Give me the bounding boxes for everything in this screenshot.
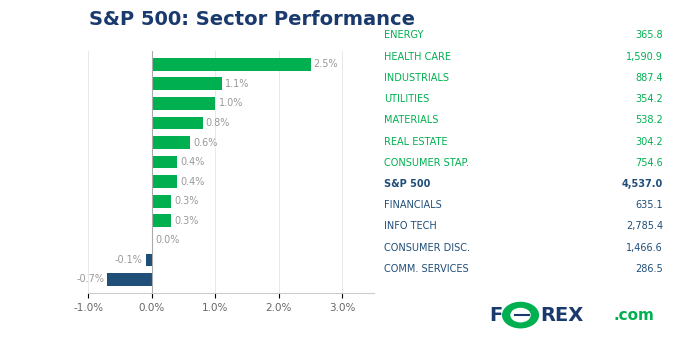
Text: 0.6%: 0.6% (193, 137, 218, 148)
Text: 538.2: 538.2 (635, 115, 663, 125)
Text: REAL ESTATE: REAL ESTATE (384, 136, 447, 147)
Text: 0.3%: 0.3% (174, 196, 199, 206)
Text: 1,466.6: 1,466.6 (626, 243, 663, 253)
Text: -0.7%: -0.7% (76, 275, 104, 284)
Bar (107, 273, 152, 286)
Bar (152, 78, 222, 90)
Bar (146, 253, 152, 266)
Text: 354.2: 354.2 (635, 94, 663, 104)
Text: 2.5%: 2.5% (313, 59, 339, 69)
Text: 1,590.9: 1,590.9 (626, 52, 663, 62)
Bar (152, 58, 311, 71)
Text: .com: .com (613, 308, 654, 323)
Text: 1.0%: 1.0% (218, 98, 243, 109)
Bar (152, 136, 190, 149)
Text: 754.6: 754.6 (635, 158, 663, 168)
Bar (152, 195, 171, 208)
Text: FINANCIALS: FINANCIALS (384, 200, 442, 210)
Ellipse shape (502, 302, 539, 329)
Text: 0.4%: 0.4% (180, 177, 205, 187)
Bar (152, 156, 177, 168)
Text: MATERIALS: MATERIALS (384, 115, 439, 125)
Text: 635.1: 635.1 (635, 200, 663, 210)
Text: INFO TECH: INFO TECH (384, 221, 437, 232)
Text: ENERGY: ENERGY (384, 30, 424, 40)
Text: S&P 500: S&P 500 (384, 179, 430, 189)
Text: CONSUMER DISC.: CONSUMER DISC. (384, 243, 470, 253)
Text: HEALTH CARE: HEALTH CARE (384, 52, 452, 62)
Text: 0.4%: 0.4% (180, 157, 205, 167)
Text: REX: REX (540, 306, 583, 325)
Text: 887.4: 887.4 (635, 73, 663, 83)
Text: -0.1%: -0.1% (114, 255, 142, 265)
Text: UTILITIES: UTILITIES (384, 94, 430, 104)
Text: CONSUMER STAP.: CONSUMER STAP. (384, 158, 469, 168)
Text: F: F (490, 306, 503, 325)
Text: 2,785.4: 2,785.4 (626, 221, 663, 232)
Bar (152, 214, 171, 227)
Bar (152, 117, 203, 129)
Text: 1.1%: 1.1% (225, 79, 250, 89)
Ellipse shape (510, 308, 531, 323)
Text: INDUSTRIALS: INDUSTRIALS (384, 73, 449, 83)
Bar (152, 175, 177, 188)
Text: 0.3%: 0.3% (174, 216, 199, 226)
Text: COMM. SERVICES: COMM. SERVICES (384, 264, 469, 274)
Text: 286.5: 286.5 (635, 264, 663, 274)
Text: 365.8: 365.8 (635, 30, 663, 40)
Text: S&P 500: Sector Performance: S&P 500: Sector Performance (88, 10, 415, 29)
Text: 304.2: 304.2 (635, 136, 663, 147)
Text: 4,537.0: 4,537.0 (622, 179, 663, 189)
Bar (152, 97, 216, 110)
Text: 0.0%: 0.0% (155, 235, 180, 245)
Text: 0.8%: 0.8% (206, 118, 231, 128)
